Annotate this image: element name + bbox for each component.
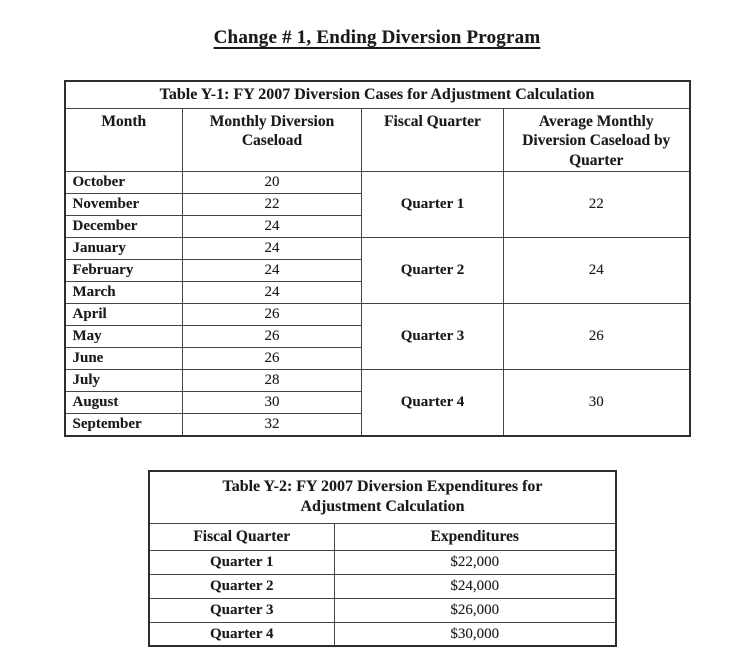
diversion-expenditures-table: Table Y-2: FY 2007 Diversion Expenditure… [148, 469, 617, 648]
expenditure-cell: $22,000 [333, 549, 617, 575]
table-y2-header-quarter: Fiscal Quarter [148, 522, 335, 551]
table-row: Quarter 2 $24,000 [148, 573, 617, 599]
month-cell: April [64, 303, 183, 327]
expenditure-cell: $26,000 [333, 597, 617, 623]
quarter-cell: Quarter 1 [148, 549, 335, 575]
caseload-cell: 26 [182, 347, 362, 371]
month-cell: August [64, 391, 183, 415]
table-row: May 26 [64, 325, 690, 349]
month-cell: March [64, 281, 183, 305]
month-cell: July [64, 369, 183, 393]
table-y2-title-row: Table Y-2: FY 2007 Diversion Expenditure… [148, 470, 617, 524]
caseload-cell: 20 [182, 171, 362, 195]
table-row: August 30 [64, 391, 690, 415]
quarter-cell: Quarter 1 [361, 171, 504, 239]
caseload-cell: 30 [182, 391, 362, 415]
quarter-cell: Quarter 4 [148, 621, 335, 647]
average-cell: 24 [503, 237, 690, 305]
month-cell: February [64, 259, 183, 283]
table-y2-header-row: Fiscal Quarter Expenditures [148, 522, 617, 551]
quarter-cell: Quarter 4 [361, 369, 504, 437]
caseload-cell: 22 [182, 193, 362, 217]
table-row: Quarter 3 $26,000 [148, 597, 617, 623]
quarter-cell: Quarter 2 [361, 237, 504, 305]
average-cell: 22 [503, 171, 690, 239]
table-y1-header-row: Month Monthly Diversion Caseload Fiscal … [64, 107, 690, 173]
expenditure-cell: $24,000 [333, 573, 617, 599]
table-row: Quarter 1 $22,000 [148, 549, 617, 575]
quarter-cell: Quarter 2 [148, 573, 335, 599]
table-y2-title: Table Y-2: FY 2007 Diversion Expenditure… [148, 470, 617, 524]
table-y1-header-average: Average Monthly Diversion Caseload by Qu… [503, 107, 690, 173]
table-y1-header-average-text: Average Monthly Diversion Caseload by Qu… [522, 113, 671, 169]
table-y2-header-expenditures: Expenditures [333, 522, 617, 551]
table-y1-header-caseload: Monthly Diversion Caseload [182, 107, 362, 173]
table-row: Quarter 4 $30,000 [148, 621, 617, 647]
quarter-cell: Quarter 3 [361, 303, 504, 371]
caseload-cell: 24 [182, 259, 362, 283]
caseload-cell: 26 [182, 303, 362, 327]
month-cell: October [64, 171, 183, 195]
table-row: October 20 Quarter 1 22 [64, 171, 690, 239]
table-row: February 24 [64, 259, 690, 283]
caseload-cell: 32 [182, 413, 362, 437]
caseload-cell: 24 [182, 215, 362, 239]
table-row: September 32 [64, 413, 690, 437]
expenditure-cell: $30,000 [333, 621, 617, 647]
table-y2-title-text: Table Y-2: FY 2007 Diversion Expenditure… [222, 478, 543, 516]
table-y1-header-quarter: Fiscal Quarter [361, 107, 504, 173]
document-title: Change # 1, Ending Diversion Program [213, 27, 541, 48]
month-cell: June [64, 347, 183, 371]
table-y1-title: Table Y-1: FY 2007 Diversion Cases for A… [64, 80, 690, 109]
table-row: January 24 Quarter 2 24 [64, 237, 690, 305]
table-y1-title-row: Table Y-1: FY 2007 Diversion Cases for A… [64, 80, 690, 109]
month-cell: May [64, 325, 183, 349]
table-row: July 28 Quarter 4 30 [64, 369, 690, 437]
average-cell: 30 [503, 369, 690, 437]
quarter-cell: Quarter 3 [148, 597, 335, 623]
month-cell: November [64, 193, 183, 217]
table-y1-header-month: Month [64, 107, 183, 173]
diversion-cases-table: Table Y-1: FY 2007 Diversion Cases for A… [63, 80, 691, 437]
caseload-cell: 24 [182, 237, 362, 261]
month-cell: December [64, 215, 183, 239]
caseload-cell: 24 [182, 281, 362, 305]
caseload-cell: 28 [182, 369, 362, 393]
month-cell: January [64, 237, 183, 261]
table-row: April 26 Quarter 3 26 [64, 303, 690, 371]
average-cell: 26 [503, 303, 690, 371]
caseload-cell: 26 [182, 325, 362, 349]
month-cell: September [64, 413, 183, 437]
